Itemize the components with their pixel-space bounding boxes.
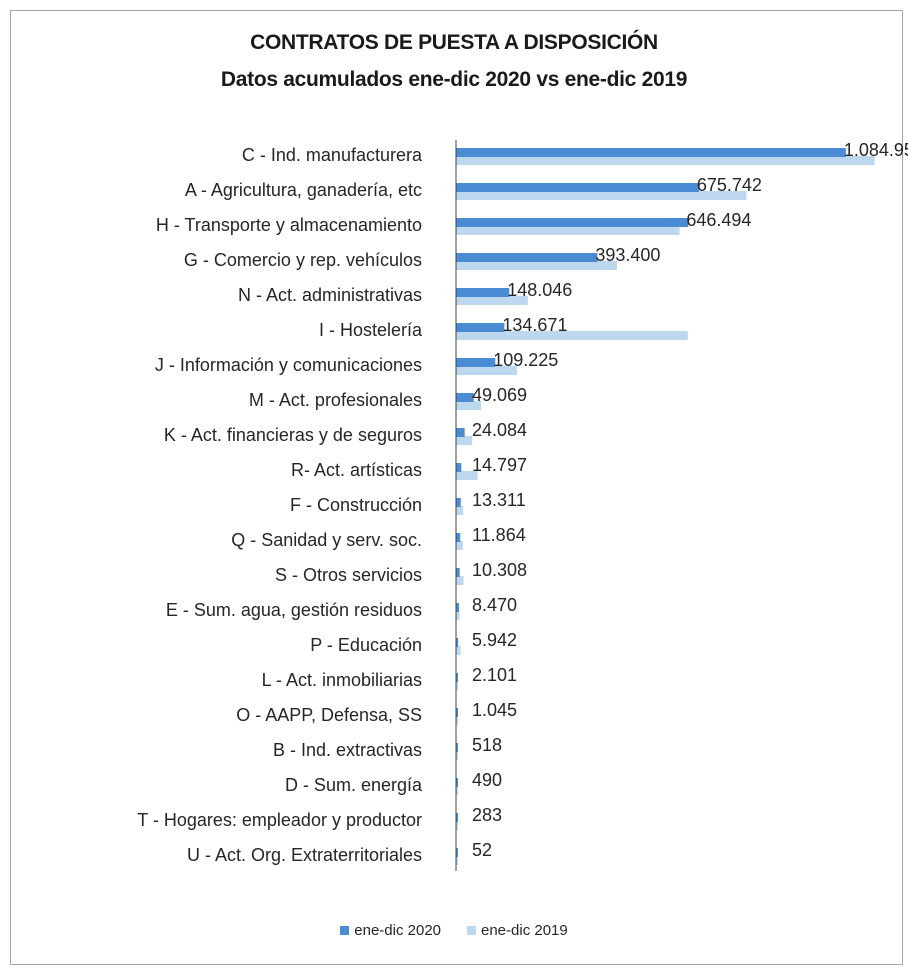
data-label: 24.084 bbox=[472, 420, 527, 440]
data-label: 10.308 bbox=[472, 560, 527, 580]
category-label: U - Act. Org. Extraterritoriales bbox=[187, 845, 422, 865]
legend-swatch-2019 bbox=[467, 926, 476, 935]
bar-2019 bbox=[456, 716, 458, 725]
bar-2019 bbox=[456, 191, 747, 200]
category-label: P - Educación bbox=[310, 635, 422, 655]
bar-2019 bbox=[456, 401, 482, 410]
data-label: 1.084.952 bbox=[844, 140, 908, 160]
legend-label-2019: ene-dic 2019 bbox=[481, 922, 568, 939]
bar-2019 bbox=[456, 821, 458, 830]
bar-2019 bbox=[456, 471, 478, 480]
bar-2020 bbox=[456, 498, 461, 507]
bar-2019 bbox=[456, 436, 473, 445]
legend-item-2020: ene-dic 2020 bbox=[340, 922, 441, 939]
category-label: S - Otros servicios bbox=[275, 565, 422, 585]
data-label: 675.742 bbox=[697, 175, 762, 195]
data-label: 393.400 bbox=[595, 245, 660, 265]
data-label: 52 bbox=[472, 840, 492, 860]
bar-2019 bbox=[456, 646, 461, 655]
category-label: F - Construcción bbox=[290, 495, 422, 515]
bar-2020 bbox=[456, 708, 458, 717]
bar-2020 bbox=[456, 778, 458, 787]
bar-2019 bbox=[456, 331, 688, 340]
data-label: 148.046 bbox=[507, 280, 572, 300]
bar-2019 bbox=[456, 856, 458, 865]
category-label: O - AAPP, Defensa, SS bbox=[236, 705, 422, 725]
data-label: 109.225 bbox=[493, 350, 558, 370]
category-label: H - Transporte y almacenamiento bbox=[156, 215, 422, 235]
bar-2019 bbox=[456, 576, 464, 585]
bar-2019 bbox=[456, 681, 458, 690]
chart-subtitle: Datos acumulados ene-dic 2020 vs ene-dic… bbox=[220, 68, 688, 91]
category-label: E - Sum. agua, gestión residuos bbox=[166, 600, 422, 620]
category-label: D - Sum. energía bbox=[285, 775, 423, 795]
category-label: N - Act. administrativas bbox=[238, 285, 422, 305]
data-label: 134.671 bbox=[502, 315, 567, 335]
category-label: C - Ind. manufacturera bbox=[242, 145, 423, 165]
data-label: 11.864 bbox=[472, 525, 526, 545]
bar-2020 bbox=[456, 638, 459, 647]
category-label: Q - Sanidad y serv. soc. bbox=[231, 530, 422, 550]
category-label: A - Agricultura, ganadería, etc bbox=[185, 180, 422, 200]
bar-2020 bbox=[456, 463, 462, 472]
bar-2019 bbox=[456, 156, 875, 165]
bar-2020 bbox=[456, 358, 496, 367]
data-label: 14.797 bbox=[472, 455, 527, 475]
bar-2020 bbox=[456, 848, 458, 857]
legend-label-2020: ene-dic 2020 bbox=[354, 922, 441, 939]
category-label: T - Hogares: empleador y productor bbox=[137, 810, 422, 830]
category-label: J - Información y comunicaciones bbox=[155, 355, 422, 375]
bar-2019 bbox=[456, 611, 460, 620]
bar-2019 bbox=[456, 786, 458, 795]
bar-2020 bbox=[456, 743, 458, 752]
category-label: I - Hostelería bbox=[319, 320, 423, 340]
bar-2020 bbox=[456, 603, 460, 612]
chart-title: CONTRATOS DE PUESTA A DISPOSICIÓN bbox=[250, 31, 658, 54]
category-label: B - Ind. extractivas bbox=[273, 740, 422, 760]
bar-2020 bbox=[456, 323, 505, 332]
bar-2020 bbox=[456, 218, 689, 227]
bar-2019 bbox=[456, 366, 518, 375]
data-label: 1.045 bbox=[472, 700, 517, 720]
category-label: K - Act. financieras y de seguros bbox=[164, 425, 422, 445]
bar-2019 bbox=[456, 506, 464, 515]
bar-2020 bbox=[456, 148, 846, 157]
legend: ene-dic 2020 ene-dic 2019 bbox=[0, 922, 908, 939]
category-label: G - Comercio y rep. vehículos bbox=[184, 250, 422, 270]
bar-2020 bbox=[456, 673, 458, 682]
bar-2019 bbox=[456, 226, 680, 235]
bar-2020 bbox=[456, 253, 598, 262]
data-label: 8.470 bbox=[472, 595, 517, 615]
category-label: M - Act. profesionales bbox=[249, 390, 422, 410]
data-label: 283 bbox=[472, 805, 502, 825]
category-label: R- Act. artísticas bbox=[291, 460, 422, 480]
bar-2019 bbox=[456, 296, 528, 305]
data-label: 490 bbox=[472, 770, 502, 790]
data-label: 2.101 bbox=[472, 665, 517, 685]
legend-swatch-2020 bbox=[340, 926, 350, 935]
bar-2020 bbox=[456, 393, 474, 402]
legend-item-2019: ene-dic 2019 bbox=[467, 922, 568, 939]
data-label: 518 bbox=[472, 735, 502, 755]
data-label: 13.311 bbox=[472, 490, 526, 510]
data-label: 49.069 bbox=[472, 385, 527, 405]
bar-2020 bbox=[456, 288, 510, 297]
bar-2020 bbox=[456, 533, 461, 542]
data-label: 5.942 bbox=[472, 630, 517, 650]
bar-2019 bbox=[456, 541, 463, 550]
bar-2020 bbox=[456, 813, 458, 822]
bar-2020 bbox=[456, 183, 699, 192]
category-label: L - Act. inmobiliarias bbox=[262, 670, 422, 690]
bar-2019 bbox=[456, 261, 617, 270]
bar-2019 bbox=[456, 751, 458, 760]
bar-2020 bbox=[456, 428, 465, 437]
bar-2020 bbox=[456, 568, 460, 577]
data-label: 646.494 bbox=[686, 210, 751, 230]
